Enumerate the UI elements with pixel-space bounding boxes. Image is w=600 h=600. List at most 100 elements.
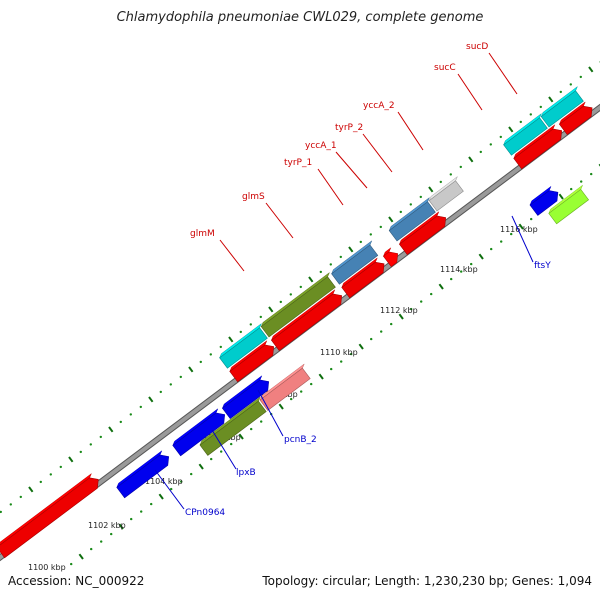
major-tick (518, 223, 524, 230)
red-gene-block (558, 105, 593, 136)
minor-tick (530, 217, 533, 221)
minor-tick (99, 435, 103, 439)
minor-tick (479, 150, 482, 154)
minor-tick (249, 323, 252, 326)
genome-summary-text: Topology: circular; Length: 1,230,230 bp… (262, 574, 592, 588)
minor-tick (180, 480, 183, 483)
minor-tick (9, 503, 12, 506)
minor-tick (179, 375, 182, 379)
minor-tick (340, 360, 343, 363)
minor-tick (59, 465, 62, 469)
lpxB-leader-line (211, 429, 237, 470)
sucC-block (503, 117, 548, 156)
minor-tick (110, 532, 113, 536)
major-tick (188, 366, 194, 373)
major-tick (118, 523, 124, 530)
minor-tick (119, 420, 123, 424)
minor-tick (279, 300, 282, 304)
minor-tick (410, 307, 413, 311)
sucC-label: sucC (434, 63, 456, 73)
minor-tick (319, 270, 322, 274)
ftsY-block (548, 188, 590, 225)
minor-tick (289, 293, 292, 296)
red-gene-block (398, 215, 447, 256)
minor-tick (49, 473, 52, 476)
major-tick (398, 313, 404, 320)
major-tick (108, 426, 114, 433)
yccA_1-block (382, 251, 399, 268)
minor-tick (79, 450, 83, 454)
yccA_2-label: yccA_2 (363, 101, 395, 111)
label-leader-lines (154, 52, 534, 510)
red-gene-block (341, 261, 385, 299)
kbp-label: 1102 kbp (88, 521, 126, 530)
kbp-label: 1100 kbp (28, 563, 66, 572)
minor-tick (169, 383, 172, 386)
minor-tick (209, 353, 212, 356)
minor-tick (260, 420, 263, 423)
minor-tick (159, 390, 162, 394)
major-tick (28, 486, 34, 493)
minor-tick (330, 367, 333, 371)
minor-tick (490, 247, 493, 251)
glmM-block (219, 327, 268, 369)
lpxB-block (199, 400, 267, 456)
minor-tick (140, 510, 143, 513)
minor-tick (250, 427, 253, 431)
minor-tick (170, 487, 173, 491)
major-tick (198, 463, 204, 470)
minor-tick (380, 330, 383, 333)
major-tick (388, 216, 394, 223)
tyrP_1-leader-line (317, 168, 344, 206)
major-tick (438, 283, 444, 290)
minor-tick (590, 172, 593, 176)
minor-tick (150, 502, 153, 506)
major-tick (228, 336, 234, 343)
minor-tick (500, 240, 503, 243)
glmS-leader-line (265, 202, 294, 239)
minor-tick (39, 480, 42, 484)
yccA_1-label: yccA_1 (305, 141, 337, 151)
yccA_2-block (428, 180, 464, 212)
glmM-leader-line (219, 239, 245, 272)
minor-tick (580, 180, 583, 183)
pcnB_2-leader-line (257, 389, 284, 437)
minor-tick (199, 360, 202, 364)
yccA_1-leader-line (335, 151, 368, 189)
minor-tick (310, 382, 313, 386)
minor-tick (460, 270, 463, 273)
blue-gene-block (529, 190, 559, 216)
major-tick (318, 373, 324, 380)
kbp-label: 1112 kbp (380, 306, 418, 315)
minor-tick (100, 540, 103, 543)
pcnB_2-label: pcnB_2 (284, 435, 317, 445)
minor-tick (89, 443, 93, 446)
tyrP_2-block (388, 201, 436, 242)
sucD-block (540, 90, 584, 128)
major-tick (348, 246, 354, 253)
gene-labels: glmM glmS tyrP_1 yccA_1 tyrP_2 yccA_2 sucC sucD… (185, 42, 551, 518)
minor-tick (139, 405, 142, 409)
minor-tick (379, 225, 382, 229)
minor-tick (129, 413, 132, 416)
sucD-leader-line (488, 52, 518, 95)
major-tick (78, 553, 84, 560)
minor-tick (339, 255, 342, 259)
minor-tick (210, 457, 213, 461)
blue-gene-block (221, 379, 270, 420)
minor-tick (369, 233, 372, 236)
CPn0964-label: CPn0964 (185, 508, 225, 518)
ftsY-leader-line (511, 215, 534, 263)
major-tick (68, 456, 74, 463)
minor-tick (219, 345, 222, 349)
sucD-label: sucD (466, 42, 488, 52)
minor-tick (470, 262, 473, 266)
lpxB-label: lpxB (236, 468, 256, 478)
accession-text: Accession: NC_000922 (8, 574, 145, 588)
glmS-block (260, 276, 336, 338)
minor-tick (239, 330, 242, 334)
red-gene-block (513, 128, 563, 170)
minor-tick (370, 337, 373, 341)
major-tick (158, 493, 164, 500)
